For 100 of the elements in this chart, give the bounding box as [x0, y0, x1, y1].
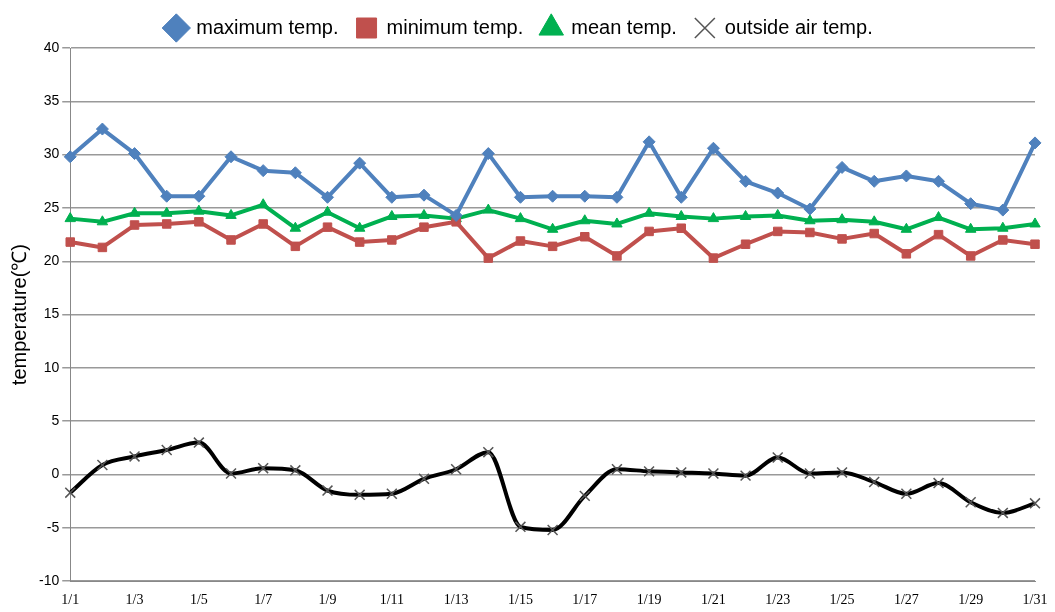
point [192, 189, 206, 203]
x-tick-label: 1/13 [443, 592, 469, 608]
point [578, 189, 592, 203]
point [290, 241, 301, 252]
point [483, 253, 494, 263]
point [258, 219, 268, 229]
point [546, 222, 559, 233]
y-tick-label: 0 [51, 465, 60, 482]
x-tick-label: 1/23 [765, 592, 791, 608]
x-tick-label: 1/5 [189, 592, 208, 608]
point [482, 203, 494, 214]
point [289, 221, 302, 232]
point [708, 253, 719, 263]
point [772, 208, 784, 219]
y-tick-label: 25 [43, 198, 60, 215]
point [805, 227, 815, 238]
point [997, 221, 1009, 232]
point [836, 213, 848, 224]
point [964, 222, 977, 233]
point [321, 190, 335, 204]
legend-label: maximum temp. [196, 15, 339, 38]
point [353, 156, 367, 170]
point [675, 209, 687, 220]
point [353, 221, 366, 232]
point [256, 164, 270, 178]
y-tick-label: 35 [43, 92, 60, 109]
point [868, 215, 880, 226]
point [418, 208, 430, 219]
point [996, 203, 1010, 217]
point [387, 235, 397, 245]
point [1029, 217, 1041, 228]
point [515, 236, 526, 246]
x-tick-label: 1/29 [958, 592, 984, 608]
point [869, 228, 879, 239]
point [161, 206, 173, 217]
point [933, 229, 944, 240]
y-tick-label: -10 [39, 572, 60, 589]
legend-label: mean temp. [571, 15, 677, 38]
point [899, 169, 913, 183]
point [610, 190, 624, 204]
point [739, 209, 752, 220]
point [225, 208, 237, 219]
point [964, 197, 978, 211]
point [385, 190, 399, 204]
point [642, 135, 656, 149]
point [160, 189, 174, 203]
point [837, 234, 847, 244]
point [288, 166, 302, 180]
point [514, 212, 527, 223]
point [771, 186, 785, 200]
y-tick-label: 40 [43, 38, 60, 55]
point [706, 141, 720, 155]
point [193, 204, 205, 215]
point [867, 174, 881, 188]
x-tick-label: 1/31 [1022, 592, 1048, 608]
y-tick-label: 30 [43, 145, 60, 162]
x-tick-label: 1/3 [125, 592, 144, 608]
point [96, 215, 109, 226]
point [803, 202, 817, 216]
legend-label: minimum temp. [386, 15, 524, 38]
point [1028, 136, 1042, 150]
point [65, 237, 75, 247]
point [354, 237, 365, 247]
point [417, 188, 431, 202]
point [644, 226, 654, 237]
x-tick-label: 1/15 [508, 592, 533, 608]
point [129, 220, 140, 230]
point [95, 122, 109, 136]
y-tick-label: 15 [43, 305, 60, 322]
point [161, 219, 172, 229]
point [128, 206, 141, 217]
point [901, 249, 912, 259]
point [579, 214, 591, 225]
point [580, 232, 590, 242]
point [611, 217, 623, 228]
point [674, 190, 688, 204]
y-tick-label: 5 [51, 412, 60, 429]
point [932, 174, 946, 188]
point [64, 212, 76, 223]
point [128, 147, 142, 161]
point [97, 242, 108, 253]
point [257, 198, 269, 209]
legend-label: outside air temp. [724, 15, 873, 38]
point [965, 251, 976, 261]
point [612, 251, 622, 261]
point [449, 208, 463, 222]
y-tick-label: -5 [46, 518, 60, 535]
point [772, 226, 783, 237]
point [419, 222, 429, 232]
point [481, 147, 495, 161]
point [707, 212, 720, 223]
x-tick-label: 1/25 [829, 592, 855, 608]
point [546, 189, 560, 203]
point [224, 150, 238, 164]
x-tick-label: 1/17 [572, 592, 598, 608]
point [835, 160, 849, 174]
point [804, 214, 816, 225]
x-tick-label: 1/11 [379, 592, 405, 608]
point [643, 206, 655, 217]
x-tick-label: 1/7 [254, 592, 273, 608]
